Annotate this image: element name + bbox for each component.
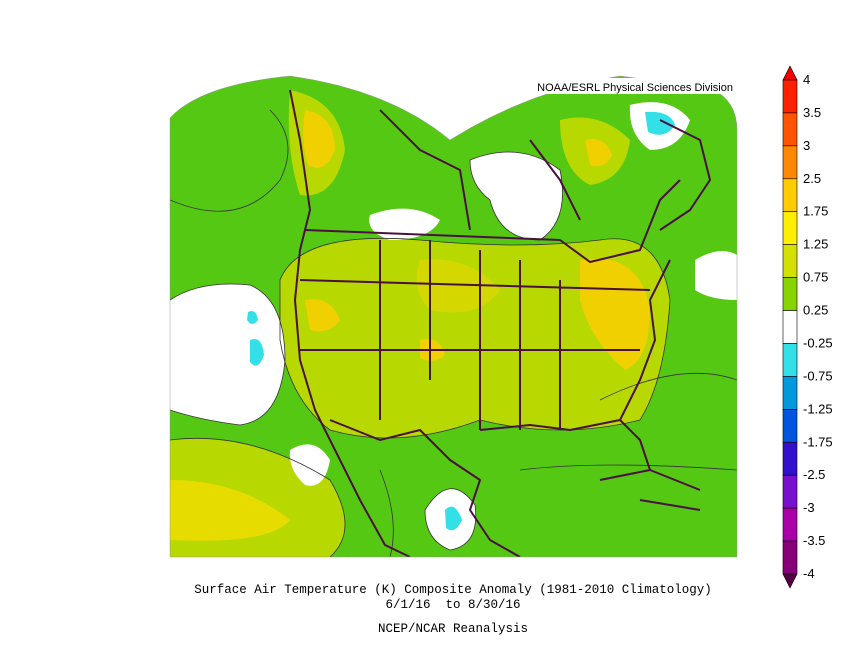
colorbar-label: 1.25 — [803, 237, 828, 252]
colorbar-arrow-top — [782, 65, 798, 81]
colorbar-swatch — [782, 474, 798, 509]
colorbar-label: -3 — [803, 500, 815, 515]
colorbar-label: -1.75 — [803, 434, 833, 449]
colorbar-swatch — [782, 310, 798, 344]
colorbar-label: 3.5 — [803, 105, 821, 120]
map-frame — [169, 75, 738, 558]
colorbar: 4 3.5 3 2.5 1.75 1.25 0.75 0.25 -0.25 -0.75 -1.25 -… — [782, 65, 833, 589]
colorbar-swatch — [782, 211, 798, 245]
colorbar-label: 3 — [803, 138, 810, 153]
colorbar-arrow-bottom — [782, 573, 798, 589]
colorbar-swatch — [782, 540, 798, 575]
colorbar-swatch — [782, 409, 798, 443]
colorbar-label: 0.25 — [803, 303, 828, 318]
colorbar-swatch — [782, 145, 798, 180]
colorbar-label: 2.5 — [803, 171, 821, 186]
credit: NOAA/ESRL Physical Sciences Division — [537, 82, 733, 94]
colorbar-swatch — [782, 178, 798, 213]
colorbar-swatch — [782, 277, 798, 311]
colorbar-swatch — [782, 343, 798, 377]
colorbar-label: -3.5 — [803, 533, 825, 548]
colorbar-label: 0.75 — [803, 270, 828, 285]
map-source: NCEP/NCAR Reanalysis — [378, 622, 528, 636]
colorbar-label: -0.75 — [803, 368, 833, 383]
colorbar-label: 1.75 — [803, 204, 828, 219]
colorbar-label: -4 — [803, 566, 815, 581]
map-title: Surface Air Temperature (K) Composite An… — [194, 583, 712, 597]
anomaly-field — [170, 76, 737, 557]
colorbar-swatch — [782, 376, 798, 410]
colorbar-swatch — [782, 441, 798, 476]
credit-backdrop — [495, 78, 735, 94]
colorbar-label: -1.25 — [803, 401, 833, 416]
colorbar-label: -0.25 — [803, 335, 833, 350]
map-dates: 6/1/16 to 8/30/16 — [385, 598, 520, 612]
colorbar-swatch — [782, 112, 798, 147]
colorbar-swatch — [782, 244, 798, 278]
colorbar-label: -2.5 — [803, 467, 825, 482]
colorbar-swatch — [782, 507, 798, 542]
colorbar-label: 4 — [803, 72, 810, 87]
colorbar-swatch — [782, 79, 798, 114]
